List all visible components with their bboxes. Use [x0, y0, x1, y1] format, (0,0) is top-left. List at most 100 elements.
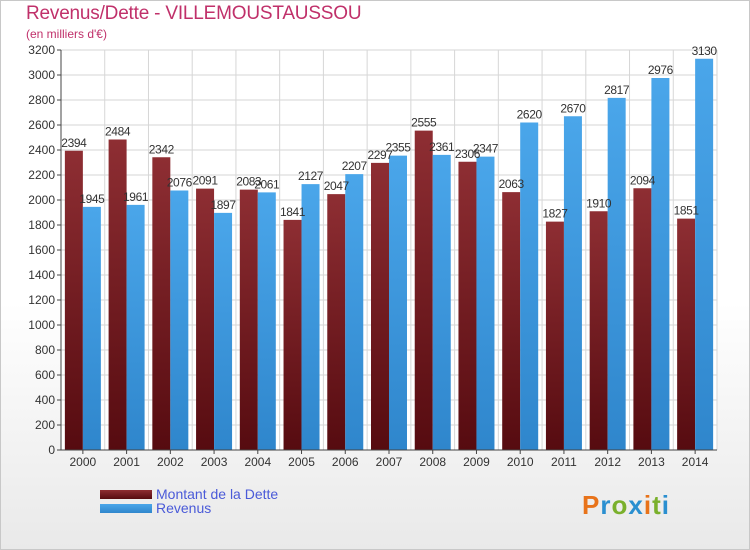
logo-letter: i [661, 490, 670, 520]
bar-debt [196, 188, 215, 450]
bar-debt [458, 161, 477, 450]
value-label-debt: 2063 [499, 177, 525, 191]
value-label-debt: 2342 [149, 142, 175, 156]
y-tick-label: 2200 [28, 168, 55, 182]
x-tick-label: 2008 [419, 455, 446, 469]
y-tick-label: 800 [35, 343, 55, 357]
value-label-debt: 1851 [674, 204, 700, 218]
value-label-debt: 1910 [586, 196, 612, 210]
bar-debt [239, 189, 258, 450]
x-tick-label: 2012 [594, 455, 621, 469]
value-label-revenus: 2127 [298, 169, 324, 183]
value-label-revenus: 2061 [254, 177, 280, 191]
bar-debt [414, 130, 433, 450]
bar-revenus [301, 184, 320, 450]
y-tick-label: 400 [35, 393, 55, 407]
logo-letter: x [628, 490, 644, 520]
y-tick-label: 3000 [28, 68, 55, 82]
y-tick-label: 1400 [28, 268, 55, 282]
bar-revenus [651, 78, 670, 450]
bar-revenus [432, 154, 451, 450]
y-tick-label: 2600 [28, 118, 55, 132]
y-tick-label: 2000 [28, 193, 55, 207]
legend-swatch-revenus [100, 504, 152, 513]
value-label-debt: 2555 [411, 116, 437, 130]
value-label-revenus: 2347 [473, 142, 499, 156]
chart-subtitle: (en milliers d'€) [26, 27, 107, 41]
value-label-debt: 2094 [630, 173, 656, 187]
value-label-revenus: 1897 [211, 198, 237, 212]
bar-debt [327, 194, 346, 450]
value-label-revenus: 2207 [342, 159, 368, 173]
bar-debt [108, 139, 127, 450]
bar-revenus [563, 116, 582, 450]
logo-letter: r [600, 490, 612, 520]
bar-debt [589, 211, 608, 450]
value-label-debt: 2394 [61, 136, 87, 150]
value-label-revenus: 2976 [648, 63, 674, 77]
x-tick-label: 2014 [682, 455, 709, 469]
bar-revenus [126, 204, 145, 450]
x-tick-label: 2013 [638, 455, 665, 469]
bar-debt [371, 162, 389, 450]
y-tick-label: 200 [35, 418, 55, 432]
value-label-revenus: 2817 [604, 83, 630, 97]
x-tick-label: 2011 [551, 455, 577, 469]
x-tick-label: 2007 [376, 455, 403, 469]
bar-revenus [214, 212, 233, 450]
logo-letter: o [611, 490, 629, 520]
chart-title: Revenus/Dette - VILLEMOUSTAUSSOU [26, 3, 362, 24]
bar-revenus [476, 156, 495, 450]
value-label-debt: 1841 [280, 205, 306, 219]
y-tick-label: 600 [35, 368, 55, 382]
legend-label-revenus: Revenus [156, 500, 212, 516]
value-label-debt: 2091 [193, 174, 219, 188]
x-tick-label: 2004 [244, 455, 271, 469]
bar-debt [545, 221, 564, 450]
value-label-revenus: 2076 [167, 176, 193, 190]
bar-revenus [170, 190, 189, 450]
value-label-revenus: 2361 [429, 140, 455, 154]
value-label-debt: 2047 [324, 179, 350, 193]
bar-debt [64, 150, 83, 450]
value-label-debt: 2083 [236, 175, 262, 189]
x-tick-label: 2002 [157, 455, 184, 469]
value-label-revenus: 2355 [385, 141, 411, 155]
value-label-revenus: 3130 [692, 44, 718, 58]
value-label-revenus: 2670 [560, 101, 586, 115]
x-tick-label: 2006 [332, 455, 359, 469]
value-label-debt: 2484 [105, 125, 131, 139]
bar-debt [502, 192, 521, 450]
x-tick-label: 2001 [113, 455, 140, 469]
y-tick-label: 0 [48, 443, 55, 457]
bar-debt [152, 157, 171, 450]
value-label-revenus: 1945 [79, 192, 105, 206]
bar-revenus [695, 58, 714, 450]
bar-revenus [257, 192, 276, 450]
logo-letter: t [652, 490, 662, 520]
value-label-revenus: 2620 [517, 108, 543, 122]
y-tick-label: 2400 [28, 143, 55, 157]
x-tick-label: 2010 [507, 455, 534, 469]
x-tick-label: 2003 [201, 455, 228, 469]
bar-revenus [520, 122, 539, 450]
value-label-debt: 2297 [367, 148, 393, 162]
y-tick-label: 3200 [28, 43, 55, 57]
bar-revenus [389, 155, 407, 450]
logo-letter: P [582, 490, 601, 520]
x-tick-label: 2009 [463, 455, 490, 469]
bar-debt [633, 188, 652, 450]
bar-revenus [607, 97, 626, 450]
value-label-revenus: 1961 [123, 190, 149, 204]
x-tick-label: 2000 [70, 455, 97, 469]
bar-debt [283, 219, 302, 450]
value-label-debt: 1827 [542, 207, 568, 221]
y-tick-label: 1600 [28, 243, 55, 257]
x-tick-label: 2005 [288, 455, 315, 469]
y-tick-label: 2800 [28, 93, 55, 107]
y-tick-label: 1800 [28, 218, 55, 232]
value-label-debt: 2306 [455, 147, 481, 161]
bar-revenus [82, 206, 101, 450]
bar-debt [677, 218, 696, 450]
